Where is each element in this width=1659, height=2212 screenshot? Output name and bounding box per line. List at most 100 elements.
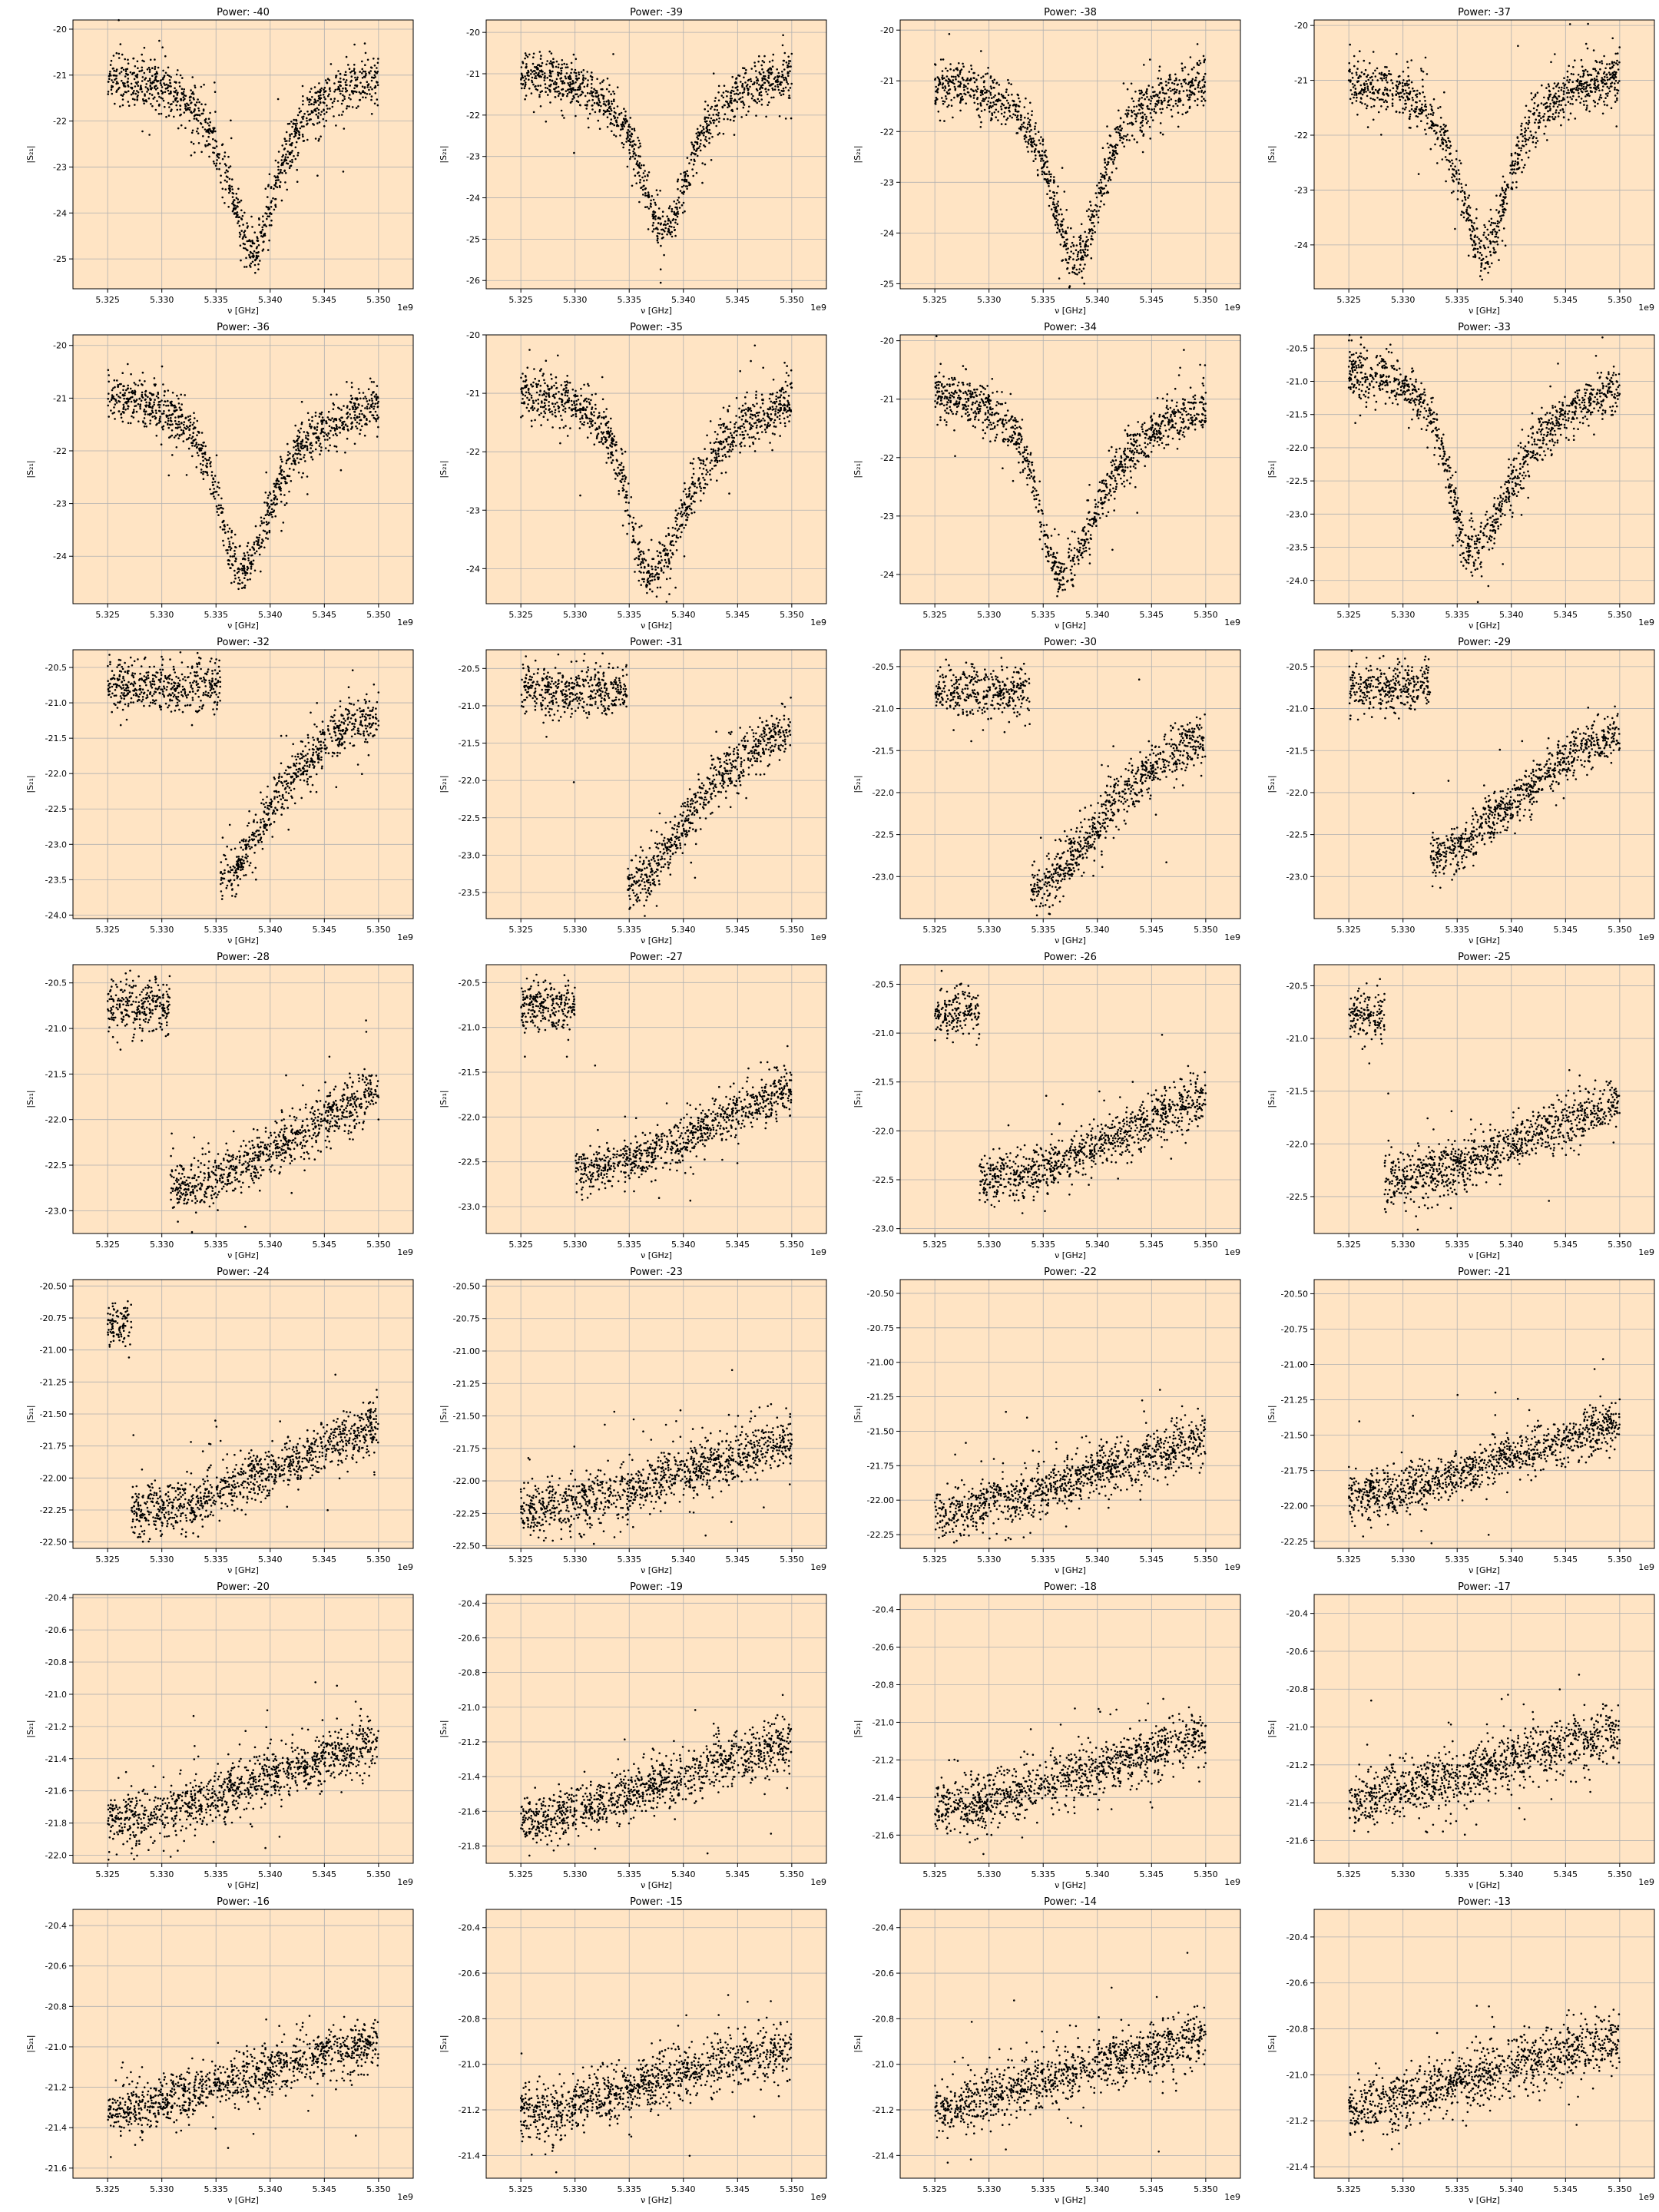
data-point bbox=[353, 68, 356, 70]
data-point bbox=[1084, 248, 1087, 250]
data-point bbox=[660, 282, 662, 284]
data-point bbox=[1411, 104, 1413, 107]
data-point bbox=[1095, 210, 1098, 213]
data-point bbox=[1546, 102, 1548, 104]
data-point bbox=[966, 88, 969, 90]
data-point bbox=[132, 93, 134, 95]
data-point bbox=[1150, 103, 1152, 105]
data-point bbox=[1008, 102, 1010, 104]
data-point bbox=[1180, 100, 1182, 102]
data-point bbox=[1015, 108, 1017, 111]
data-point bbox=[236, 193, 238, 195]
data-point bbox=[185, 105, 187, 108]
data-point bbox=[935, 91, 937, 93]
data-point bbox=[753, 81, 756, 84]
data-point bbox=[773, 78, 776, 80]
data-point bbox=[723, 133, 725, 135]
data-point bbox=[323, 108, 325, 111]
data-point bbox=[1523, 167, 1525, 169]
data-point bbox=[1521, 123, 1523, 125]
data-point bbox=[291, 150, 293, 152]
x-tick-label: 5.330 bbox=[977, 295, 1002, 305]
data-point bbox=[756, 102, 758, 104]
data-point bbox=[319, 97, 321, 99]
data-point bbox=[1070, 227, 1072, 230]
data-point bbox=[1132, 123, 1134, 125]
data-point bbox=[938, 111, 940, 113]
data-point bbox=[586, 71, 588, 73]
data-point bbox=[290, 121, 293, 123]
data-point bbox=[1073, 236, 1075, 238]
data-point bbox=[1577, 85, 1579, 88]
data-point bbox=[643, 180, 645, 182]
data-point bbox=[992, 101, 995, 104]
data-point bbox=[1035, 133, 1037, 135]
data-point bbox=[693, 164, 695, 166]
data-point bbox=[1613, 61, 1615, 64]
data-point bbox=[239, 236, 241, 238]
data-point bbox=[1146, 88, 1148, 91]
data-point bbox=[1144, 114, 1146, 116]
data-point bbox=[1172, 89, 1174, 91]
data-point bbox=[999, 100, 1002, 102]
data-point bbox=[679, 207, 681, 209]
data-point bbox=[310, 456, 313, 459]
data-point bbox=[137, 81, 139, 83]
data-point bbox=[568, 91, 571, 94]
data-point bbox=[1177, 126, 1180, 128]
data-point bbox=[191, 442, 194, 444]
data-point bbox=[694, 148, 696, 151]
data-point bbox=[284, 156, 286, 158]
data-point bbox=[1528, 116, 1531, 118]
data-point bbox=[560, 68, 562, 70]
data-point bbox=[984, 92, 986, 94]
data-point bbox=[1442, 137, 1444, 139]
data-point bbox=[1184, 66, 1187, 68]
data-point bbox=[1601, 82, 1604, 84]
data-point bbox=[332, 102, 334, 104]
data-point bbox=[232, 210, 234, 213]
data-point bbox=[323, 101, 325, 104]
data-point bbox=[218, 157, 220, 159]
data-point bbox=[1439, 131, 1442, 133]
data-point bbox=[1113, 159, 1115, 161]
data-point bbox=[1596, 75, 1598, 78]
data-point bbox=[1525, 122, 1528, 124]
data-point bbox=[1535, 131, 1537, 134]
data-point bbox=[952, 117, 954, 119]
data-point bbox=[302, 118, 304, 120]
data-point bbox=[214, 81, 216, 84]
data-point bbox=[144, 409, 146, 411]
data-point bbox=[1473, 222, 1475, 224]
data-point bbox=[280, 493, 282, 495]
data-point bbox=[180, 105, 182, 108]
data-point bbox=[530, 73, 532, 75]
data-point bbox=[1480, 270, 1482, 272]
data-point bbox=[1089, 218, 1091, 220]
data-point bbox=[746, 114, 748, 116]
data-point bbox=[942, 58, 945, 61]
data-point bbox=[265, 537, 267, 539]
data-point bbox=[1360, 98, 1363, 100]
data-point bbox=[783, 60, 786, 62]
data-point bbox=[737, 108, 739, 110]
data-point bbox=[355, 406, 357, 409]
data-point bbox=[209, 144, 211, 146]
data-point bbox=[302, 472, 304, 475]
data-point bbox=[1469, 207, 1472, 209]
data-point bbox=[1076, 259, 1078, 261]
data-point bbox=[778, 89, 780, 91]
data-point bbox=[524, 88, 526, 90]
data-point bbox=[1585, 86, 1588, 88]
data-point bbox=[189, 96, 191, 98]
data-point bbox=[596, 78, 598, 81]
data-point bbox=[193, 439, 195, 442]
data-point bbox=[1411, 81, 1413, 84]
data-point bbox=[141, 60, 144, 62]
data-point bbox=[524, 98, 526, 101]
data-point bbox=[145, 86, 147, 88]
data-point bbox=[1512, 188, 1514, 190]
data-point bbox=[1126, 109, 1128, 111]
data-point bbox=[1541, 102, 1543, 104]
data-point bbox=[763, 71, 765, 74]
